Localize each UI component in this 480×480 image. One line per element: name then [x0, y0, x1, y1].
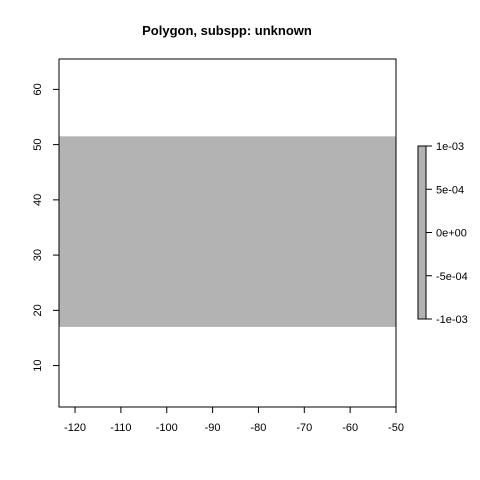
x-tick-label: -50 — [388, 422, 404, 434]
x-tick-label: -100 — [156, 422, 178, 434]
y-tick-label: 50 — [32, 138, 44, 150]
y-tick-label: 10 — [32, 359, 44, 371]
plot-frame — [58, 58, 397, 408]
legend-tick-label: 0e+00 — [436, 228, 467, 240]
x-tick-label: -80 — [250, 422, 266, 434]
y-tick-label: 20 — [32, 304, 44, 316]
x-tick-label: -60 — [342, 422, 358, 434]
y-tick-label: 40 — [32, 194, 44, 206]
polygon-fill — [59, 136, 396, 327]
legend-tick-label: -5e-04 — [436, 271, 468, 283]
y-tick-label: 60 — [32, 83, 44, 95]
legend: 1e-03 5e-04 0e+00 -5e-04 -1e-03 — [417, 141, 468, 326]
plot-area — [58, 58, 397, 408]
legend-tick-label: 1e-03 — [436, 141, 464, 153]
x-tick-label: -120 — [64, 422, 86, 434]
x-axis: -120 -110 -100 -90 -80 -70 -60 -50 — [64, 407, 404, 434]
legend-tick-label: 5e-04 — [436, 184, 464, 196]
legend-colorbar — [417, 145, 427, 320]
x-tick-label: -110 — [110, 422, 131, 434]
chart-title: Polygon, subspp: unknown — [142, 23, 312, 38]
y-tick-label: 30 — [32, 249, 44, 261]
x-tick-label: -70 — [296, 422, 312, 434]
x-tick-label: -90 — [205, 422, 221, 434]
legend-tick-label: -1e-03 — [436, 314, 468, 326]
y-axis: 10 20 30 40 50 60 — [32, 83, 59, 372]
